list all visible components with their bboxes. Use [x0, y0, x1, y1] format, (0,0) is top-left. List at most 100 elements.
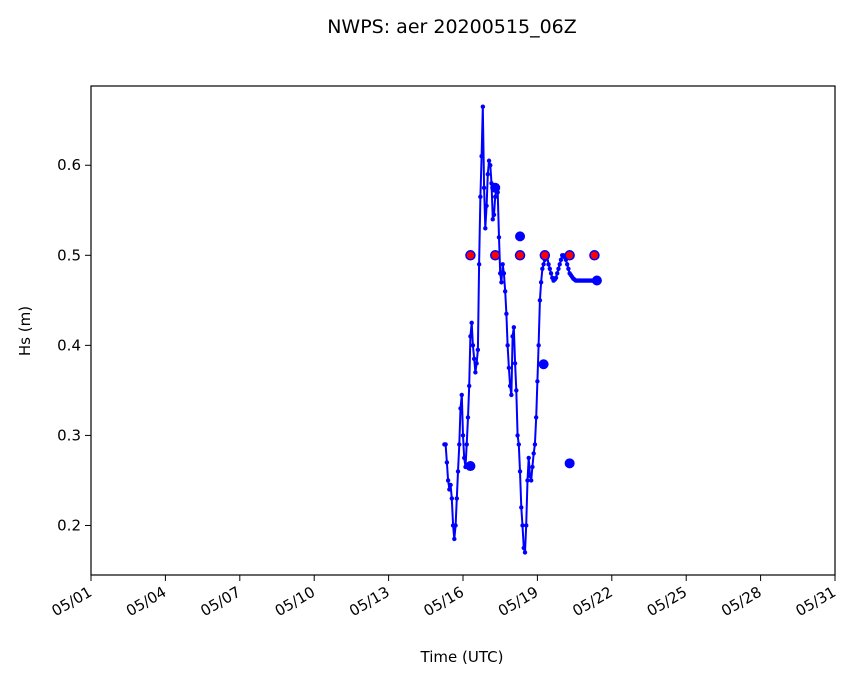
- series-point: [524, 523, 529, 528]
- y-tick-label: 0.4: [57, 336, 81, 354]
- red-marker: [465, 250, 476, 261]
- series-point: [490, 217, 495, 222]
- series-point: [481, 185, 487, 190]
- x-tick-label: 05/07: [197, 583, 243, 620]
- y-axis-label: Hs (m): [16, 306, 34, 356]
- x-tick-label: 05/04: [123, 583, 169, 620]
- series-point: [507, 383, 513, 389]
- y-tick-label: 0.3: [57, 426, 81, 444]
- series-point: [526, 455, 531, 461]
- emphasis-point: [515, 231, 526, 242]
- series-point: [484, 203, 489, 208]
- series-point: [514, 388, 519, 393]
- series-point: [516, 442, 521, 447]
- series-line: [444, 105, 596, 554]
- series-point: [501, 271, 507, 276]
- series-point: [491, 212, 497, 217]
- series-point: [469, 320, 474, 326]
- series-point: [462, 455, 467, 461]
- plot-frame: [90, 85, 836, 576]
- series-point: [478, 194, 483, 199]
- series-point: [476, 262, 482, 267]
- series-point: [553, 275, 559, 281]
- series-point: [546, 262, 551, 267]
- series-point: [468, 334, 473, 339]
- series-point: [525, 478, 530, 483]
- series-point: [480, 104, 486, 109]
- series-point: [536, 343, 541, 348]
- emphasis-point: [538, 359, 549, 370]
- series-point: [547, 266, 552, 272]
- chart-title: NWPS: aer 20200515_06Z: [327, 16, 577, 38]
- emphasis-point: [591, 275, 602, 286]
- series-point: [504, 311, 509, 317]
- series-point: [531, 451, 536, 456]
- red-marker: [539, 250, 551, 261]
- series-point: [541, 262, 546, 267]
- red-marker: [589, 250, 600, 261]
- series-point: [467, 383, 472, 389]
- x-tick-label: 05/10: [272, 583, 318, 620]
- series-point: [556, 266, 561, 272]
- series-point: [557, 262, 562, 267]
- series-point: [471, 356, 477, 362]
- x-tick-label: 05/01: [49, 583, 95, 620]
- series-point: [521, 545, 526, 551]
- series-point: [448, 482, 453, 488]
- series-point: [445, 478, 451, 483]
- x-axis-label: Time (UTC): [420, 648, 504, 666]
- series-point: [453, 523, 458, 528]
- series-point: [511, 325, 517, 330]
- series-point: [564, 262, 570, 267]
- series-point: [517, 469, 523, 474]
- x-tick-label: 05/19: [495, 583, 541, 620]
- series-point: [473, 370, 478, 375]
- series-point: [529, 478, 534, 483]
- series-point: [465, 415, 471, 420]
- series-point: [499, 280, 504, 285]
- red-marker: [489, 250, 501, 261]
- series-point: [502, 289, 508, 294]
- series-point: [532, 442, 538, 447]
- series-point: [535, 379, 540, 384]
- series-point: [479, 154, 484, 159]
- series-point: [470, 343, 476, 348]
- x-tick-label: 05/25: [644, 583, 690, 620]
- series-point: [527, 473, 533, 479]
- series-point: [454, 496, 459, 501]
- x-tick-label: 05/28: [718, 583, 764, 620]
- series-point: [447, 487, 452, 492]
- red-marker: [514, 250, 526, 261]
- series-point: [512, 361, 518, 366]
- series-point: [510, 334, 515, 339]
- series-point: [483, 226, 488, 231]
- emphasis-point: [490, 182, 501, 193]
- series-point: [537, 298, 543, 303]
- series-point: [493, 194, 498, 199]
- y-tick-label: 0.6: [57, 156, 81, 174]
- series-point: [444, 460, 450, 465]
- series-point: [449, 496, 455, 501]
- series-point: [533, 415, 539, 420]
- series-point: [443, 442, 448, 447]
- series-point: [458, 406, 463, 411]
- x-tick-label: 05/22: [569, 583, 615, 620]
- series-point: [558, 257, 564, 263]
- emphasis-point: [465, 461, 476, 472]
- data-layer: [442, 104, 602, 555]
- x-tick-label: 05/16: [421, 583, 467, 620]
- series-point: [500, 262, 505, 267]
- series-point: [548, 271, 554, 276]
- series-point: [459, 392, 464, 398]
- series-point: [555, 271, 560, 276]
- series-point: [485, 172, 490, 177]
- series-point: [519, 505, 524, 510]
- axes: 05/01 05/04 05/07 05/10 05/13 05/16 05/19 05/22…: [49, 156, 839, 620]
- series-point: [486, 158, 492, 163]
- series-point: [505, 343, 510, 348]
- series-point: [464, 442, 469, 447]
- series-point: [540, 266, 545, 272]
- y-tick-label: 0.5: [57, 246, 81, 264]
- series-point: [460, 433, 466, 438]
